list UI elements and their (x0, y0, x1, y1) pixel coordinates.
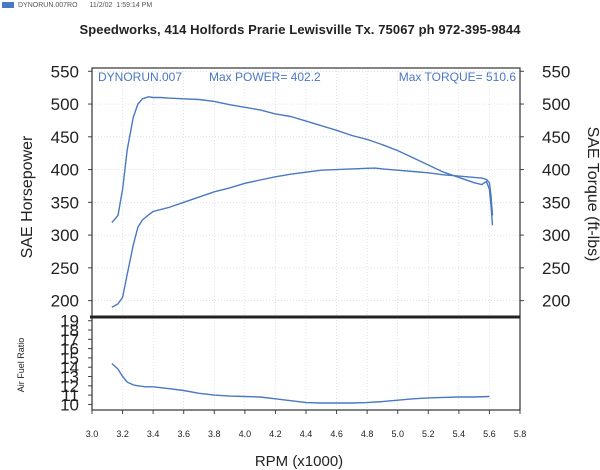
x-tick-label: 4.2 (269, 429, 282, 439)
max-torque-label: Max TORQUE= 510.6 (399, 70, 517, 84)
y-tick-label-right: 500 (542, 95, 570, 114)
afr-tick-label: 17 (60, 330, 79, 349)
y-tick-label-right: 400 (542, 161, 570, 180)
x-axis-title: RPM (x1000) (255, 453, 343, 470)
shop-info-line: Speedworks, 414 Holfords Prarie Lewisvil… (79, 22, 521, 37)
y-tick-label-left: 550 (51, 62, 79, 81)
afr-tick-label: 13 (60, 368, 79, 387)
y-tick-label-right: 300 (542, 226, 570, 245)
horsepower-curve (111, 167, 494, 308)
x-tick-label: 4.8 (361, 429, 374, 439)
afr-tick-label: 11 (61, 386, 79, 405)
tick-layer: 3.0 3.2 3.4 3.6 3.8 4.0 4.2 4.4 4.6 4.8 5.0 5.2 5.4 5… (51, 62, 571, 439)
print-date: 11/2/02 (89, 1, 113, 9)
max-power-label: Max POWER= 402.2 (209, 70, 321, 84)
x-tick-label: 3.0 (86, 429, 99, 439)
afr-tick-label: 16 (60, 340, 79, 359)
grid-layer (92, 68, 520, 410)
y-tick-label-left: 500 (51, 95, 79, 114)
y-tick-label-left: 300 (51, 226, 79, 245)
y-tick-label-right: 250 (542, 259, 570, 278)
print-header: DYNORUN.007RO 11/2/02 1:59:14 PM (2, 0, 152, 10)
y-tick-label-left: 450 (51, 128, 79, 147)
y-tick-label-left: 250 (51, 259, 79, 278)
y-axis-left-title: SAE Horsepower (19, 135, 36, 258)
x-tick-label: 5.8 (514, 429, 527, 439)
plot-frame (91, 67, 521, 411)
x-tick-label: 4.6 (330, 429, 343, 439)
y-tick-label-left: 350 (51, 193, 79, 212)
afr-tick-label: 18 (60, 321, 79, 340)
x-tick-label: 4.0 (239, 429, 252, 439)
x-tick-label: 5.0 (391, 429, 404, 439)
print-filename: DYNORUN.007RO (18, 1, 78, 9)
y-tick-label-right: 350 (542, 193, 570, 212)
x-tick-label: 5.2 (422, 429, 435, 439)
curve-layer (111, 96, 494, 404)
y-tick-label-right: 200 (542, 292, 570, 311)
afr-tick-label: 10 (60, 395, 79, 414)
print-color-swatch (2, 2, 14, 8)
afr-tick-label: 15 (60, 349, 79, 368)
air-fuel-ratio-curve (111, 362, 490, 404)
afr-tick-label: 19 (60, 312, 79, 331)
afr-tick-label: 14 (60, 358, 79, 377)
print-time: 1:59:14 PM (116, 1, 153, 9)
x-tick-label: 3.4 (147, 429, 160, 439)
torque-curve (111, 96, 494, 226)
run-label: DYNORUN.007 (98, 70, 182, 84)
y-tick-label-left: 400 (51, 161, 79, 180)
y-axis-right-title: SAE Torque (ft-lbs) (584, 127, 600, 262)
x-tick-label: 3.2 (116, 429, 129, 439)
x-tick-label: 4.4 (300, 429, 313, 439)
afr-tick-label: 12 (60, 377, 79, 396)
x-tick-label: 3.8 (208, 429, 221, 439)
y-tick-label-left: 200 (51, 292, 79, 311)
afr-axis-title: Air Fuel Ratio (16, 338, 26, 393)
x-tick-label: 5.6 (483, 429, 496, 439)
y-tick-label-right: 550 (542, 62, 570, 81)
x-tick-label: 3.6 (177, 429, 190, 439)
x-tick-label: 5.4 (453, 429, 466, 439)
y-tick-label-right: 450 (542, 128, 570, 147)
